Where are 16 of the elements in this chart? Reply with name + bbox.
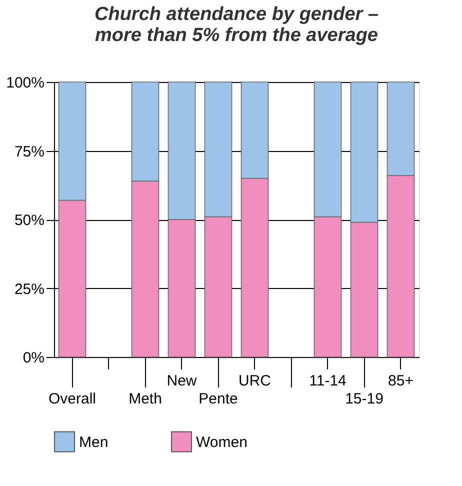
x-tick-label: 15-19: [345, 390, 384, 408]
y-tick-label: 75%: [14, 143, 44, 160]
x-tick-label: Pente: [198, 390, 238, 408]
x-tick-label: URC: [238, 372, 272, 390]
legend-label: Men: [79, 434, 108, 451]
y-tick-label: 25%: [14, 280, 44, 298]
x-tick-label: New: [166, 372, 197, 390]
y-tick-label: 50%: [14, 212, 44, 229]
legend-label: Women: [196, 434, 248, 451]
chart-title: Church attendance by gender – more than 5% from the average: [94, 4, 379, 46]
x-tick-label: 11-14: [309, 372, 346, 390]
x-tick-label: 85+: [388, 372, 414, 390]
y-tick-label: 100%: [6, 74, 44, 92]
x-tick-label: Overall: [48, 390, 96, 408]
y-tick-label: 0%: [22, 350, 44, 366]
x-tick-label: Meth: [128, 390, 162, 408]
